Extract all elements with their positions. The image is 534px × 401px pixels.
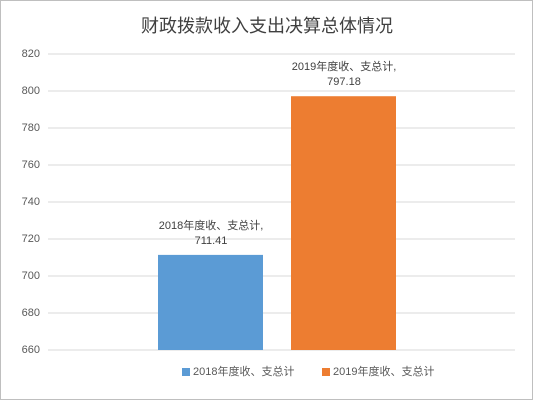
legend-label: 2019年度收、支总计 [333,364,434,378]
y-tick-label: 660 [22,344,40,356]
y-tick-label: 680 [22,307,40,319]
y-tick-label: 740 [22,196,40,208]
y-tick-label: 800 [22,85,40,97]
y-tick-label: 780 [22,122,40,134]
y-tick-label: 720 [22,233,40,245]
y-tick-label: 700 [22,270,40,282]
data-label: 2019年度收、支总计, 797.18 [291,61,397,89]
legend-swatch [322,368,330,376]
legend-swatch [182,368,190,376]
data-label: 2018年度收、支总计, 711.41 [158,219,264,247]
y-tick-label: 820 [22,48,40,60]
chart-title: 财政拨款收入支出决算总体情况 [141,16,393,37]
bar [291,96,396,350]
legend-label: 2018年度收、支总计 [193,364,294,378]
y-tick-label: 760 [22,159,40,171]
bar [158,254,263,350]
